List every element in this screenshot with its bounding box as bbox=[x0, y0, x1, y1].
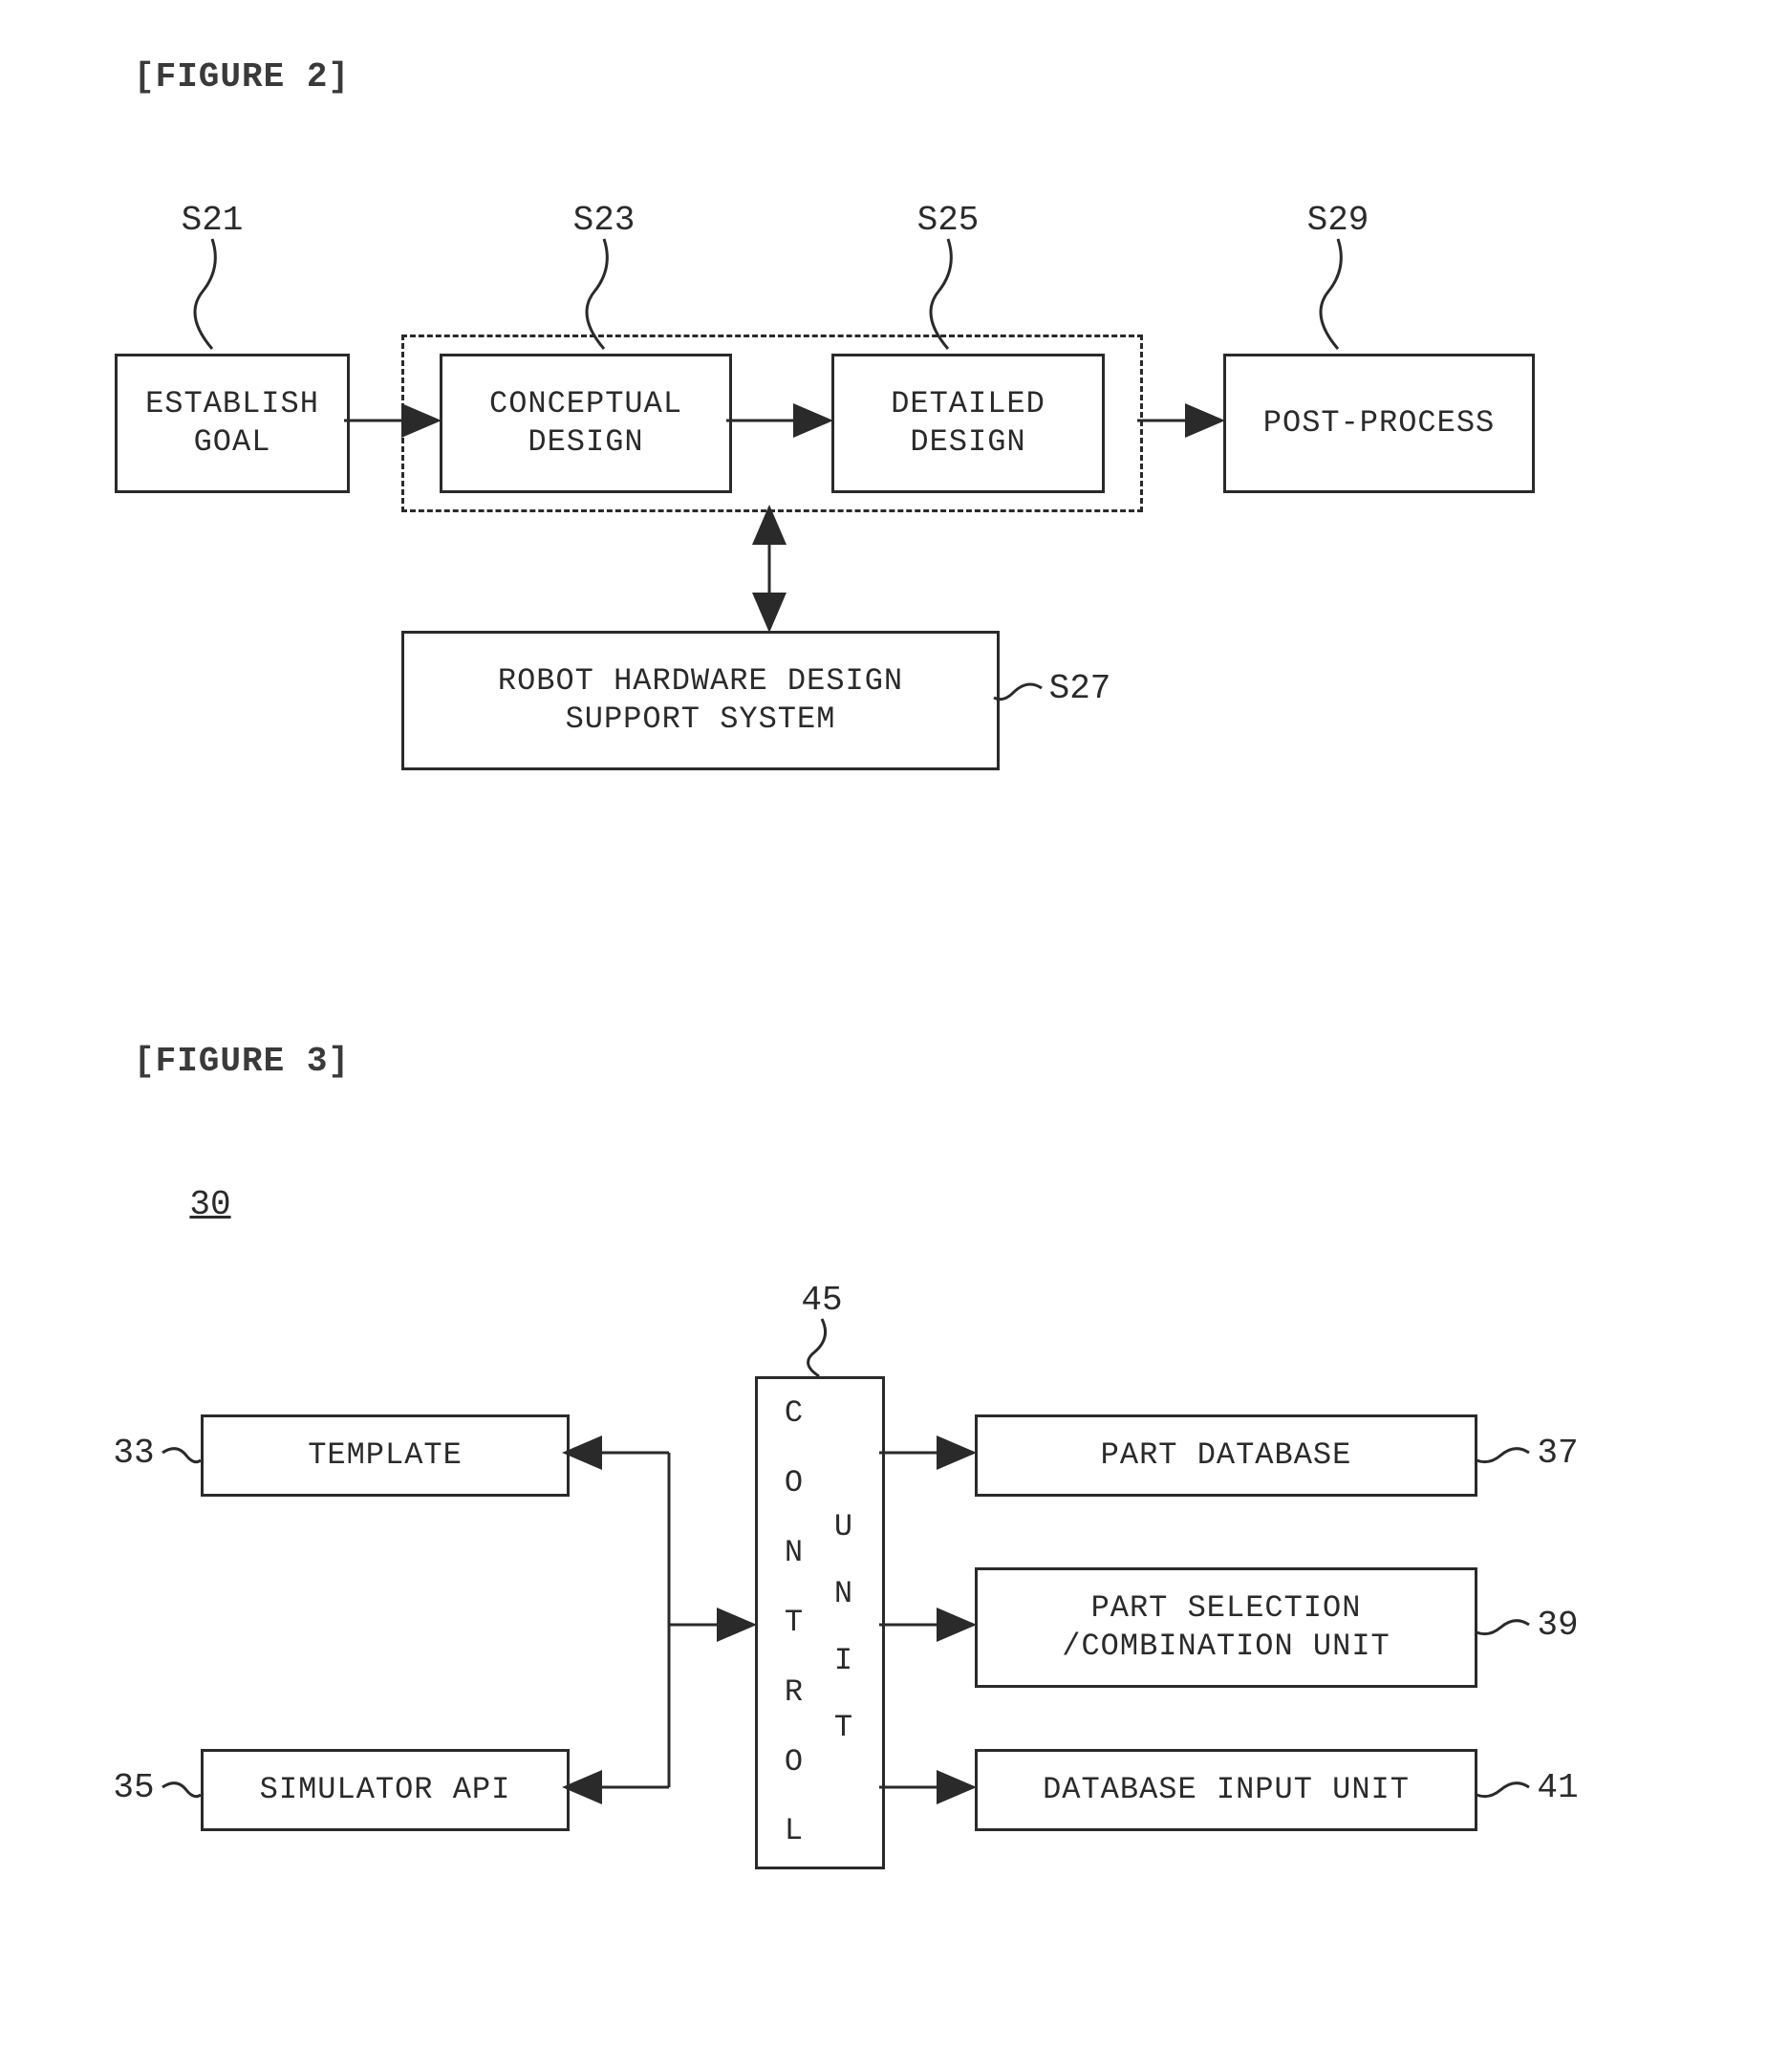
label-39: 39 bbox=[1529, 1606, 1586, 1645]
box-detailed-design: DETAILED DESIGN bbox=[831, 354, 1105, 493]
label-45: 45 bbox=[793, 1281, 851, 1320]
label-35: 35 bbox=[105, 1768, 162, 1807]
label-33: 33 bbox=[105, 1434, 162, 1473]
box-part-database: PART DATABASE bbox=[975, 1414, 1477, 1497]
label-s27: S27 bbox=[1042, 669, 1118, 708]
box-db-input-unit: DATABASE INPUT UNIT bbox=[975, 1749, 1477, 1831]
label-s29: S29 bbox=[1300, 201, 1376, 240]
label-30: 30 bbox=[182, 1185, 239, 1224]
figure3-title: [FIGURE 3] bbox=[134, 1042, 350, 1081]
box-establish-goal: ESTABLISH GOAL bbox=[115, 354, 350, 493]
box-robot-hw-support: ROBOT HARDWARE DESIGN SUPPORT SYSTEM bbox=[401, 631, 1000, 770]
box-post-process: POST-PROCESS bbox=[1223, 354, 1535, 493]
label-s21: S21 bbox=[174, 201, 250, 240]
box-conceptual-design: CONCEPTUAL DESIGN bbox=[440, 354, 732, 493]
label-41: 41 bbox=[1529, 1768, 1586, 1807]
label-s25: S25 bbox=[910, 201, 986, 240]
figure2-title: [FIGURE 2] bbox=[134, 57, 350, 97]
box-simulator-api: SIMULATOR API bbox=[201, 1749, 570, 1831]
box-control-unit: CONTROL UNIT bbox=[755, 1376, 885, 1869]
label-37: 37 bbox=[1529, 1434, 1586, 1473]
label-s23: S23 bbox=[566, 201, 642, 240]
box-part-selection: PART SELECTION /COMBINATION UNIT bbox=[975, 1567, 1477, 1688]
box-template: TEMPLATE bbox=[201, 1414, 570, 1497]
page: [FIGURE 2] S21 S23 S25 S29 ESTABLISH GOA… bbox=[0, 0, 1789, 2072]
